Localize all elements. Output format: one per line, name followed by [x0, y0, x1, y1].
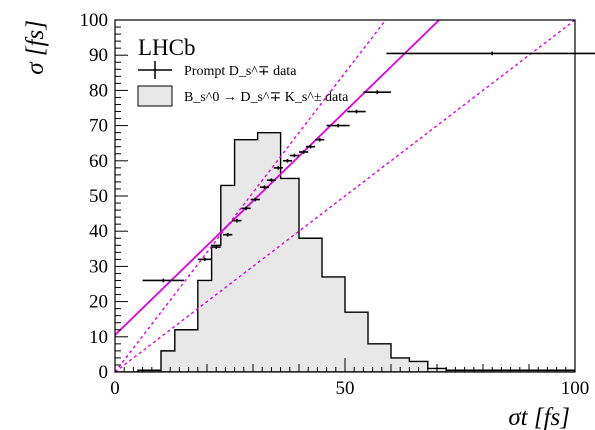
fit-band-lower	[115, 20, 575, 372]
histogram-area	[115, 131, 575, 372]
y-tick-label: 10	[89, 327, 108, 348]
y-tick-label: 60	[89, 151, 108, 172]
legend-hist-swatch	[137, 85, 173, 107]
x-axis-title: σt [fs]	[508, 404, 570, 430]
y-tick-label: 40	[89, 221, 108, 242]
fit-layer	[115, 20, 575, 372]
x-tick-label: 100	[561, 378, 590, 399]
histogram-layer	[115, 131, 575, 372]
y-tick-label: 90	[89, 45, 108, 66]
legend: LHCb Prompt D_s^∓ data B_s^0 → D_s^∓ K_s…	[137, 35, 349, 107]
x-tick-label: 0	[110, 378, 120, 399]
y-tick-label: 70	[89, 116, 108, 137]
y-tick-label: 20	[89, 292, 108, 313]
legend-hist-label: B_s^0 → D_s^∓ K_s^± data	[184, 90, 349, 105]
fit-line	[115, 20, 441, 336]
y-tick-label: 80	[89, 80, 108, 101]
y-tick-label: 50	[89, 186, 108, 207]
y-axis-title: σ [fs]	[22, 20, 49, 75]
legend-prompt-label: Prompt D_s^∓ data	[184, 64, 297, 79]
ticks-layer: 0 10 20 30 40 50 60 70 80 90 100 0 50 100	[80, 10, 590, 399]
y-tick-label: 30	[89, 256, 108, 277]
y-tick-label: 100	[80, 10, 109, 31]
prompt-points-layer	[142, 51, 595, 283]
y-tick-label: 0	[99, 362, 109, 383]
legend-title: LHCb	[138, 35, 196, 60]
x-tick-label: 50	[336, 378, 355, 399]
